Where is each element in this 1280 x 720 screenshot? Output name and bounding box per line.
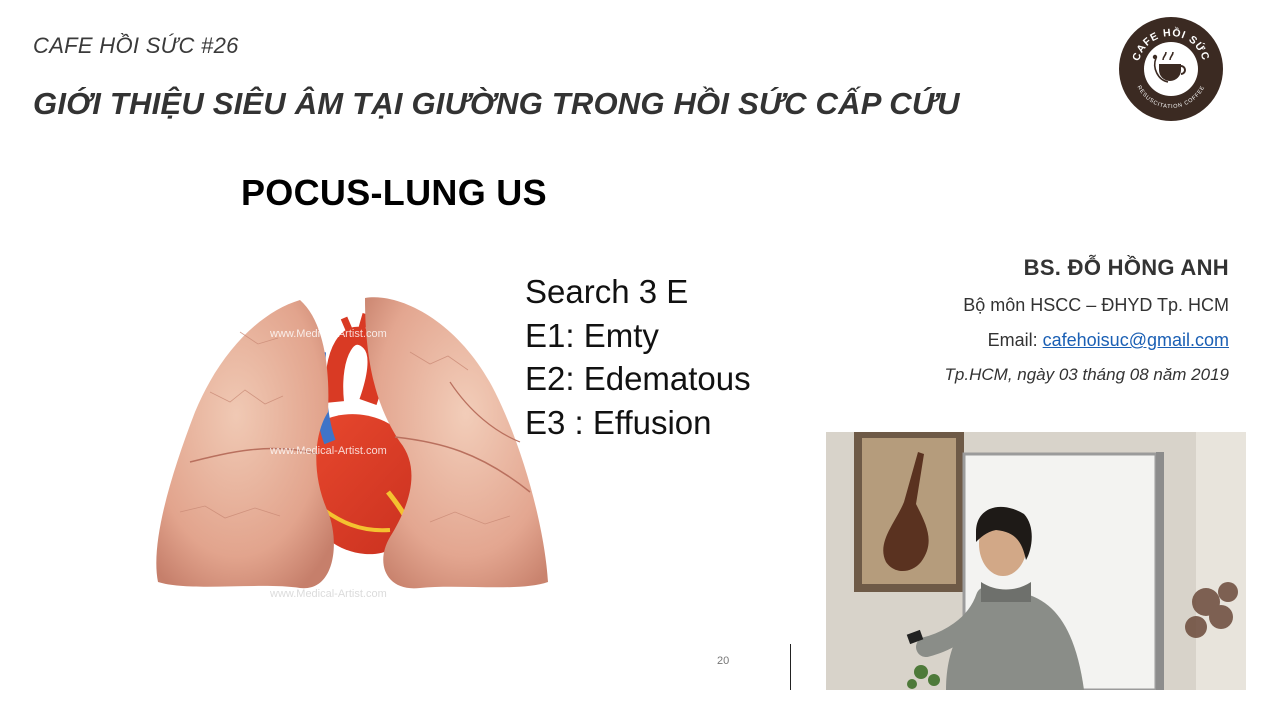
speaker-info: BS. ĐỖ HỒNG ANH Bộ môn HSCC – ĐHYD Tp. H… [945, 255, 1229, 385]
main-title: GIỚI THIỆU SIÊU ÂM TẠI GIƯỜNG TRONG HỒI … [33, 86, 960, 121]
page-number: 20 [717, 655, 730, 667]
speaker-date: Tp.HCM, ngày 03 tháng 08 năm 2019 [944, 365, 1229, 384]
speaker-email-line: Email: cafehoisuc@gmail.com [945, 330, 1229, 351]
speaker-name: BS. ĐỖ HỒNG ANH [1023, 255, 1229, 280]
lung-heart-illustration: www.Medical-Artist.com www.Medical-Artis… [156, 297, 548, 600]
bullet-search: Search 3 E [525, 273, 689, 310]
watermark-middle: www.Medical-Artist.com [269, 445, 387, 457]
bullet-e3: E3 : Effusion [525, 403, 712, 441]
speaker-video-frame [826, 432, 1246, 690]
watermark-top: www.Medical-Artist.com [269, 328, 387, 340]
divider [790, 644, 791, 690]
bullet-list: Search 3 E E1: Emty E2: Edematous E3 : E… [525, 270, 751, 444]
slide-heading: POCUS-LUNG US [241, 172, 547, 213]
speaker-video [826, 432, 1246, 690]
cafe-hoi-suc-logo: CAFE HỒI SỨC RESUSCITATION COFFEE [1119, 17, 1223, 121]
speaker-department: Bộ môn HSCC – ĐHYD Tp. HCM [963, 295, 1229, 315]
email-link[interactable]: cafehoisuc@gmail.com [1042, 330, 1229, 350]
speaker-person [906, 506, 1084, 690]
email-label: Email: [987, 330, 1043, 350]
coffee-cup-stethoscope-icon [1152, 51, 1186, 83]
watermark-bottom: www.Medical-Artist.com [269, 588, 387, 600]
series-label: CAFE HỒI SỨC #26 [33, 33, 239, 58]
bullet-e2: E2: Edematous [525, 360, 751, 397]
bullet-e1: E1: Emty [525, 316, 659, 354]
